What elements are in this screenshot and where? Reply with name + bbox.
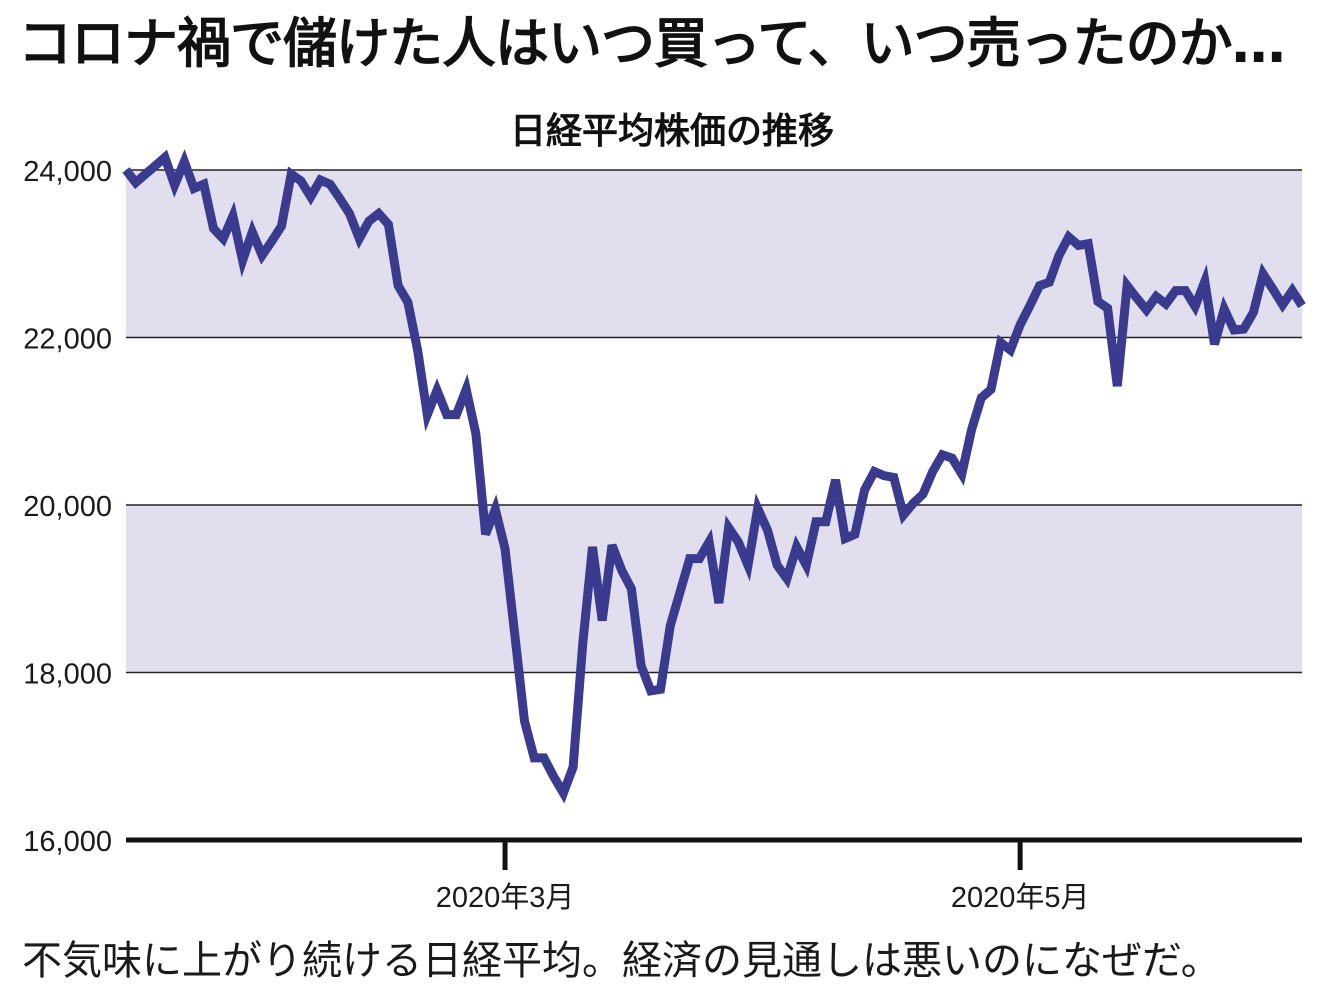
caption: 不気味に上がり続ける日経平均。経済の見通しは悪いのになぜだ。 — [22, 938, 1221, 984]
series-line-nikkei — [122, 149, 1306, 804]
y-tick-labels: 16,000 18,000 20,000 22,000 24,000 — [23, 156, 112, 858]
y-tick-label-18000: 18,000 — [23, 659, 112, 691]
x-tick-label-0: 2020年3月 — [436, 881, 575, 914]
axes — [126, 837, 1302, 870]
headline: コロナ禍で儲けた人はいつ買って、いつ売ったのか… — [18, 12, 1286, 75]
y-tick-label-20000: 20,000 — [23, 491, 112, 523]
chart-title: 日経平均株価の推移 — [510, 111, 834, 152]
x-tick-labels: 2020年3月2020年5月2020年7月 — [436, 881, 1090, 914]
y-tick-label-22000: 22,000 — [23, 324, 112, 356]
gridlines — [126, 169, 1302, 674]
y-tick-label-16000: 16,000 — [23, 826, 112, 858]
y-tick-label-24000: 24,000 — [23, 156, 112, 188]
x-tick-label-1: 2020年5月 — [951, 881, 1090, 914]
